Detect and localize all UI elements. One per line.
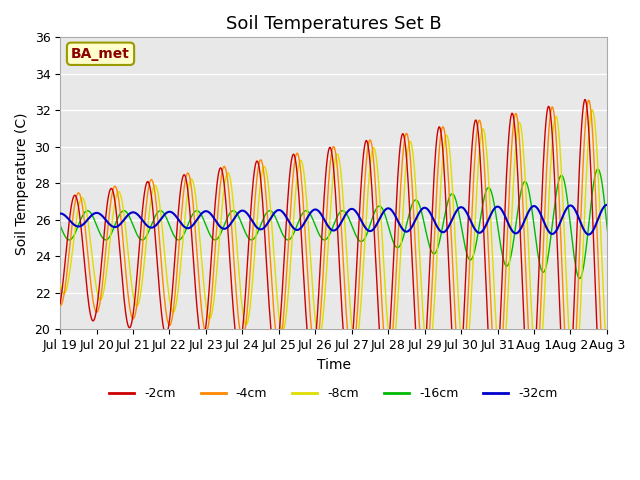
Y-axis label: Soil Temperature (C): Soil Temperature (C) (15, 112, 29, 254)
Text: BA_met: BA_met (71, 47, 130, 61)
Legend: -2cm, -4cm, -8cm, -16cm, -32cm: -2cm, -4cm, -8cm, -16cm, -32cm (104, 382, 563, 405)
X-axis label: Time: Time (317, 358, 351, 372)
Title: Soil Temperatures Set B: Soil Temperatures Set B (226, 15, 442, 33)
